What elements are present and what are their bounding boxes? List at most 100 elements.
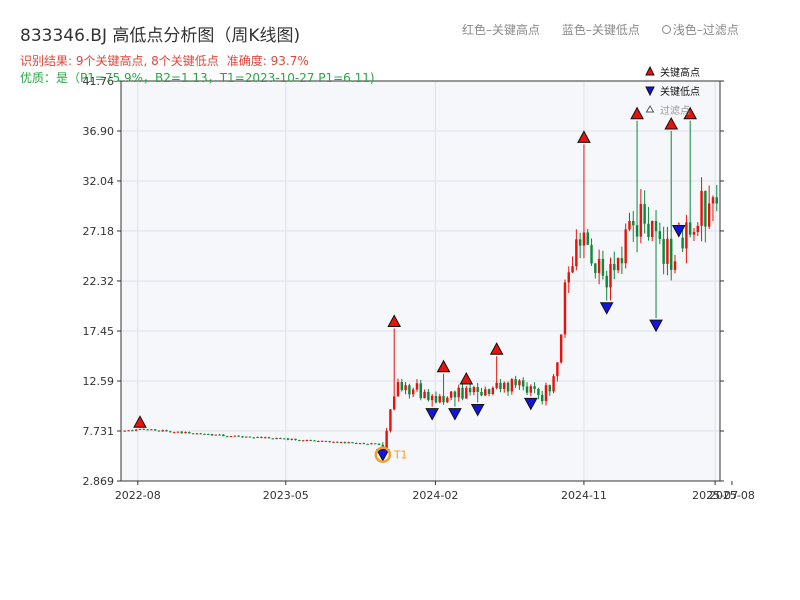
candle — [229, 435, 233, 438]
candle-body — [134, 429, 138, 431]
candle-body — [533, 386, 536, 389]
candle-body — [400, 382, 404, 391]
candle — [191, 433, 195, 435]
candle — [518, 379, 521, 390]
candle-body — [537, 388, 540, 395]
candle-body — [571, 266, 574, 273]
key-point-markers — [133, 106, 698, 462]
key-low-marker — [599, 302, 614, 315]
candle — [563, 279, 567, 338]
candle — [188, 431, 191, 434]
candle — [134, 429, 138, 432]
key-high-marker — [683, 106, 698, 120]
candle — [685, 214, 688, 264]
candle-body — [320, 440, 324, 442]
candle-body — [616, 258, 620, 271]
candle — [150, 429, 153, 431]
candle — [275, 437, 278, 440]
candle-body — [552, 376, 555, 392]
quality-line: 优质：是（P1=75.9%，B2=1.13，T1=2023-10-27 P1=6… — [20, 71, 375, 85]
candle-body — [476, 387, 479, 392]
candle — [282, 438, 286, 440]
candle-body — [362, 443, 366, 445]
candle — [309, 439, 312, 441]
candle — [540, 390, 544, 405]
candle — [408, 383, 411, 399]
candle — [355, 442, 358, 444]
candle — [692, 228, 696, 242]
candle — [419, 379, 422, 401]
candle — [544, 382, 548, 406]
candle — [468, 383, 472, 396]
candle — [271, 438, 275, 440]
candle-body — [146, 429, 149, 431]
key-high-marker — [577, 130, 591, 143]
candle-body — [290, 438, 293, 440]
candle-body — [275, 438, 278, 440]
candle-body — [597, 258, 601, 274]
candle-body — [711, 197, 715, 204]
candle — [290, 438, 293, 441]
candle-body — [681, 237, 684, 249]
candle — [146, 429, 149, 431]
candle — [226, 435, 229, 438]
candle — [522, 377, 525, 391]
candle — [248, 436, 252, 438]
candle — [301, 439, 305, 442]
candle — [484, 386, 487, 397]
candle-body — [707, 203, 711, 227]
candle — [430, 393, 434, 407]
key-low-marker — [470, 404, 485, 417]
candle — [578, 232, 582, 259]
candle — [514, 375, 517, 388]
candle — [537, 387, 540, 400]
candle — [180, 431, 183, 434]
candle — [506, 381, 510, 396]
candle-body — [556, 362, 559, 377]
candle-body — [632, 221, 635, 226]
candle — [465, 386, 468, 399]
candle — [590, 238, 593, 266]
candle-body — [472, 387, 476, 393]
candle — [313, 439, 316, 442]
candle — [252, 436, 256, 439]
candle — [203, 433, 206, 435]
t1-ring — [374, 446, 392, 463]
candle-body — [430, 395, 434, 401]
candle-body — [434, 395, 438, 403]
candle-body — [427, 391, 430, 401]
candle-body — [267, 437, 271, 439]
candle — [279, 437, 282, 440]
header-legend-blue: 蓝色–关键低点 — [561, 23, 640, 37]
key-low-marker — [425, 408, 439, 421]
candle — [123, 430, 127, 432]
candle — [446, 396, 449, 404]
candle — [666, 226, 669, 276]
candle — [571, 256, 574, 274]
candle-body — [222, 434, 225, 437]
candle-body — [465, 388, 468, 399]
candle — [700, 177, 703, 242]
candle-body — [355, 442, 358, 444]
candle-body — [343, 442, 347, 444]
candle-body — [142, 428, 145, 430]
candle-body — [317, 441, 320, 443]
candle — [480, 387, 483, 397]
candle — [647, 206, 650, 241]
candle-body — [609, 264, 612, 288]
candle-body — [673, 261, 677, 270]
candle — [651, 220, 654, 242]
candle-body — [214, 434, 218, 436]
candle — [605, 270, 608, 301]
candle-body — [438, 396, 441, 403]
candle-body — [165, 430, 168, 432]
candle-body — [495, 382, 498, 388]
x-tick-label: 2025-08 — [709, 489, 755, 502]
result-accuracy: 准确度: 93.7% — [226, 54, 309, 68]
candle-body — [381, 444, 385, 448]
candle — [616, 257, 620, 274]
t1-label: T1 — [393, 449, 408, 462]
candle-body — [241, 436, 244, 438]
candle-body — [286, 438, 290, 440]
